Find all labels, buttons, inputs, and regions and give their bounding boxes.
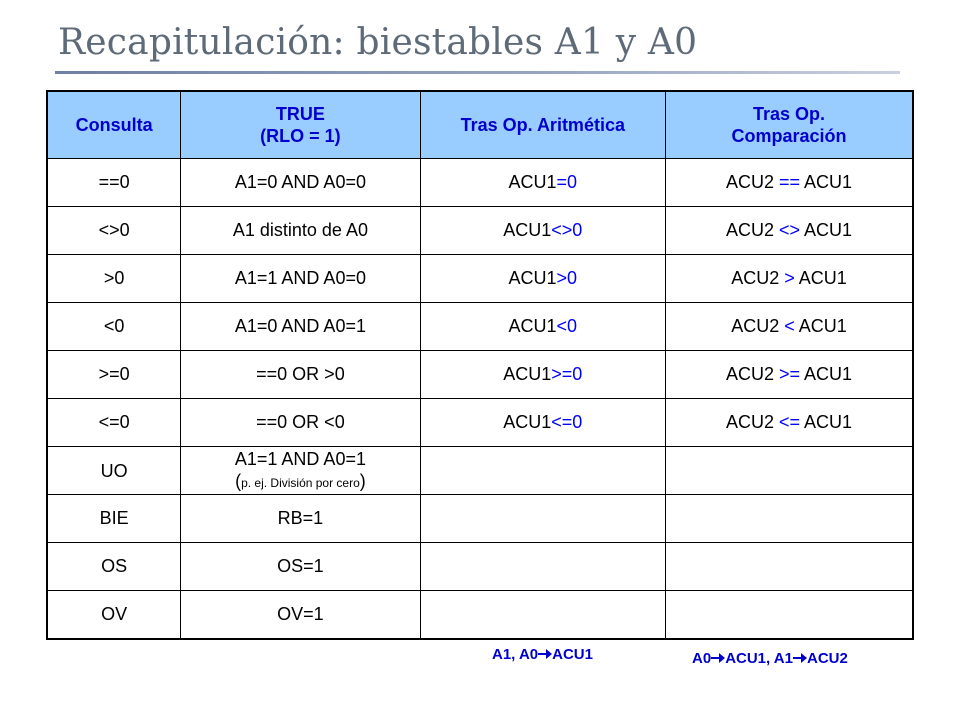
cell-consulta: <0	[46, 302, 182, 351]
table-row: OS OS=1	[46, 542, 914, 591]
summary-table: Consulta TRUE (RLO = 1) Tras Op. Aritméti…	[46, 90, 914, 640]
cell-consulta: ==0	[46, 158, 182, 207]
cell-true: A1=1 AND A0=0	[180, 254, 421, 303]
cell-arit: ACU1<=0	[419, 398, 666, 447]
cell-true: A1=1 AND A0=1 (p. ej. División por cero)	[180, 446, 421, 495]
arrow-right-icon	[711, 653, 726, 663]
cell-comp	[664, 494, 914, 543]
cell-true: ==0 OR >0	[180, 350, 421, 399]
title-underline	[55, 71, 900, 74]
cell-arit: ACU1<>0	[419, 206, 666, 255]
cell-consulta: OV	[46, 590, 182, 640]
cell-consulta: BIE	[46, 494, 182, 543]
cell-consulta: >0	[46, 254, 182, 303]
table-row: OV OV=1	[46, 590, 914, 640]
cell-comp: ACU2 <> ACU1	[664, 206, 914, 255]
table-row: <0 A1=0 AND A0=1 ACU1<0 ACU2 < ACU1	[46, 302, 914, 351]
cell-comp	[664, 542, 914, 591]
cell-true: ==0 OR <0	[180, 398, 421, 447]
cell-comp: ACU2 > ACU1	[664, 254, 914, 303]
table-row: >0 A1=1 AND A0=0 ACU1>0 ACU2 > ACU1	[46, 254, 914, 303]
cell-arit: ACU1>0	[419, 254, 666, 303]
cell-comp	[664, 446, 914, 495]
cell-comp: ACU2 >= ACU1	[664, 350, 914, 399]
cell-true: OV=1	[180, 590, 421, 640]
cell-comp	[664, 590, 914, 640]
table-header-row: Consulta TRUE (RLO = 1) Tras Op. Aritméti…	[46, 90, 914, 159]
arith-note: A1, A0 ACU1	[492, 646, 593, 663]
header-comp: Tras Op. Comparación	[664, 90, 914, 159]
cell-true: A1 distinto de A0	[180, 206, 421, 255]
cell-comp: ACU2 == ACU1	[664, 158, 914, 207]
cell-consulta: UO	[46, 446, 182, 495]
cell-consulta: OS	[46, 542, 182, 591]
cell-comp: ACU2 <= ACU1	[664, 398, 914, 447]
cell-true: A1=0 AND A0=1	[180, 302, 421, 351]
cell-arit: ACU1=0	[419, 158, 666, 207]
cell-true: A1=0 AND A0=0	[180, 158, 421, 207]
cell-true: RB=1	[180, 494, 421, 543]
table-row: <>0 A1 distinto de A0 ACU1<>0 ACU2 <> AC…	[46, 206, 914, 255]
cell-arit	[419, 590, 666, 640]
table-row: >=0 ==0 OR >0 ACU1>=0 ACU2 >= ACU1	[46, 350, 914, 399]
cell-arit	[419, 542, 666, 591]
cell-consulta: <=0	[46, 398, 182, 447]
table-row: BIE RB=1	[46, 494, 914, 543]
cell-arit: ACU1<0	[419, 302, 666, 351]
cell-true: OS=1	[180, 542, 421, 591]
cell-consulta: >=0	[46, 350, 182, 399]
header-true: TRUE (RLO = 1)	[180, 90, 421, 159]
cell-comp: ACU2 < ACU1	[664, 302, 914, 351]
arrow-right-icon	[538, 649, 553, 659]
table-row: <=0 ==0 OR <0 ACU1<=0 ACU2 <= ACU1	[46, 398, 914, 447]
header-arit: Tras Op. Aritmética	[419, 90, 666, 159]
table-row: UO A1=1 AND A0=1 (p. ej. División por cer…	[46, 446, 914, 495]
cell-arit: ACU1>=0	[419, 350, 666, 399]
comp-note: A0 ACU1, A1 ACU2	[692, 650, 848, 667]
header-consulta: Consulta	[46, 90, 182, 159]
arrow-right-icon	[792, 653, 807, 663]
cell-arit	[419, 494, 666, 543]
cell-consulta: <>0	[46, 206, 182, 255]
cell-arit	[419, 446, 666, 495]
page-title: Recapitulación: biestables A1 y A0	[58, 22, 698, 63]
table-row: ==0 A1=0 AND A0=0 ACU1=0 ACU2 == ACU1	[46, 158, 914, 207]
